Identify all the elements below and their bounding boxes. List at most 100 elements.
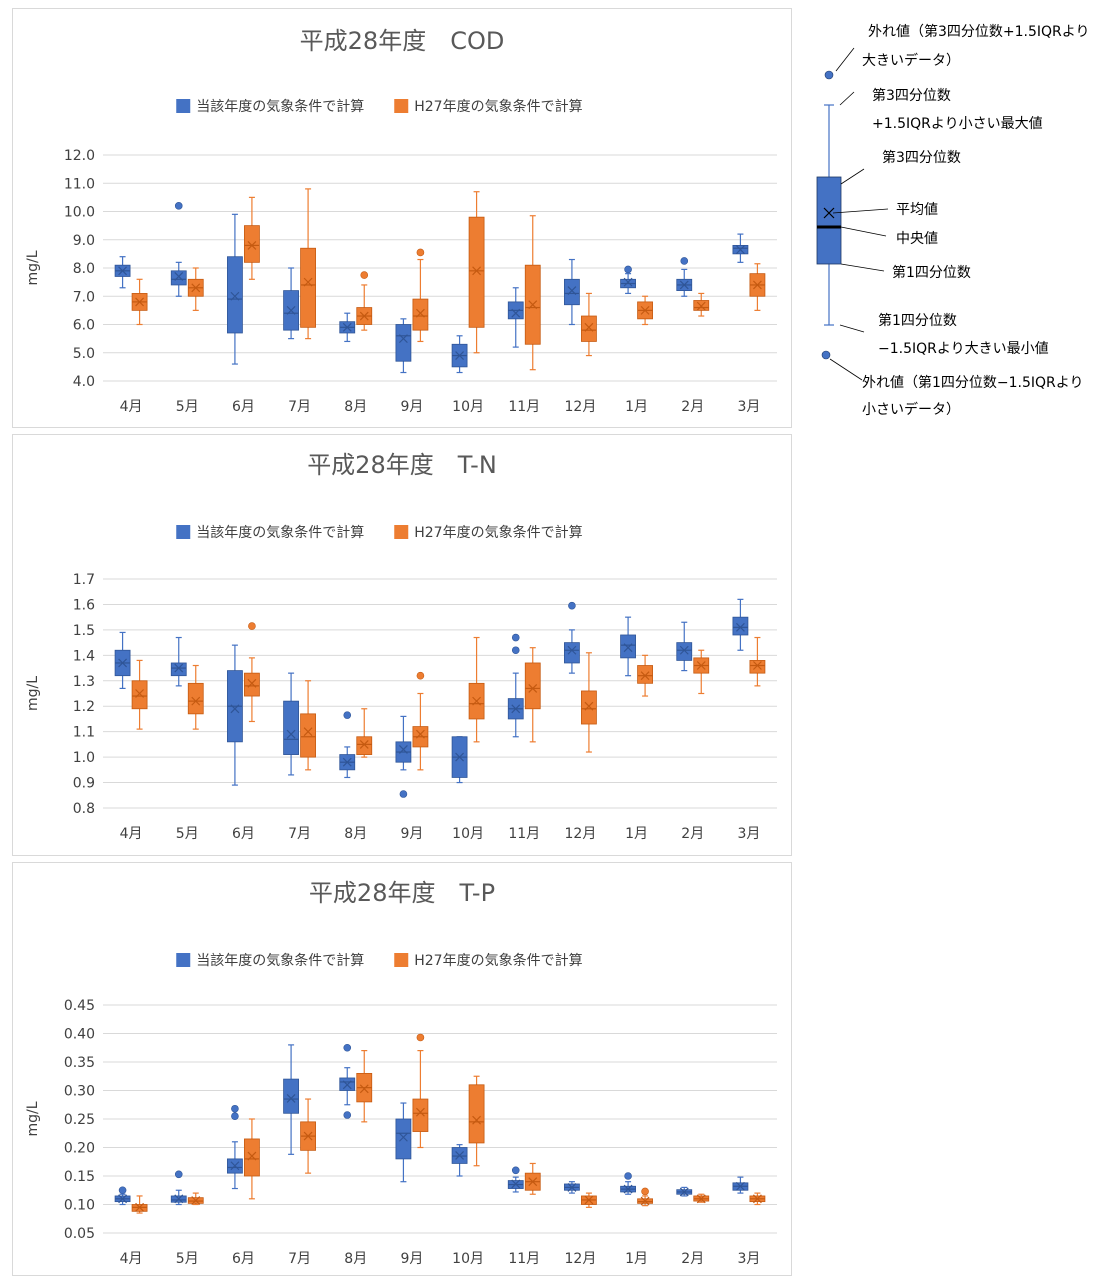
box-h27 bbox=[300, 680, 316, 771]
mean-marker bbox=[415, 1107, 425, 1117]
box-current bbox=[170, 636, 187, 687]
box-current bbox=[283, 672, 299, 776]
box-iqr bbox=[412, 1098, 429, 1132]
y-tick-label: 11.0 bbox=[64, 176, 95, 192]
box-current bbox=[339, 1043, 356, 1119]
outlier-point bbox=[343, 1111, 352, 1119]
mean-marker bbox=[174, 663, 184, 673]
x-tick-label: 1月 bbox=[625, 826, 648, 842]
box-h27 bbox=[693, 649, 710, 695]
x-tick-label: 5月 bbox=[176, 1251, 199, 1267]
y-tick-label: 1.5 bbox=[73, 623, 95, 639]
x-tick-label: 9月 bbox=[400, 1251, 423, 1267]
mean-marker bbox=[752, 661, 762, 670]
mean-marker bbox=[191, 1196, 201, 1205]
tp-chart-panel: 平成28年度 T-P 当該年度の気象条件で計算 H27年度の気象条件で計算 0.05 0… bbox=[12, 862, 792, 1276]
y-tick-label: 0.15 bbox=[64, 1169, 95, 1185]
leader-outlier-high bbox=[835, 47, 855, 72]
outlier-point bbox=[641, 1187, 649, 1196]
box-h27 bbox=[693, 1193, 710, 1204]
mean-marker bbox=[623, 643, 633, 653]
mean-marker bbox=[342, 1080, 352, 1090]
legend-swatch bbox=[176, 99, 191, 113]
y-tick-label: 1.6 bbox=[73, 597, 95, 613]
mean-marker bbox=[472, 696, 482, 706]
y-tick-label: 1.7 bbox=[73, 572, 95, 588]
box-h27 bbox=[300, 1098, 316, 1174]
x-tick-label: 8月 bbox=[344, 826, 367, 842]
box-h27 bbox=[749, 1192, 766, 1206]
x-tick-label: 1月 bbox=[625, 1251, 648, 1267]
x-tick-label: 6月 bbox=[232, 399, 255, 415]
mean-marker bbox=[584, 701, 594, 711]
y-tick-label: 0.30 bbox=[64, 1084, 95, 1100]
y-tick-label: 9.0 bbox=[73, 233, 95, 249]
mean-marker bbox=[303, 277, 313, 287]
mean-marker bbox=[247, 678, 257, 688]
box-iqr bbox=[395, 324, 412, 362]
box-current bbox=[227, 1104, 243, 1190]
x-tick-label: 12月 bbox=[565, 826, 597, 842]
box-h27 bbox=[244, 196, 260, 280]
outlier-point bbox=[416, 671, 425, 680]
y-axis-label: mg/L bbox=[25, 250, 41, 285]
x-tick-label: 4月 bbox=[120, 826, 143, 842]
mean-marker bbox=[247, 240, 257, 250]
box-current bbox=[114, 256, 131, 289]
mean-marker bbox=[679, 645, 689, 655]
box-iqr bbox=[620, 634, 636, 659]
y-tick-label: 4.0 bbox=[73, 374, 95, 390]
leader-q3 bbox=[840, 168, 865, 185]
box-iqr bbox=[170, 270, 187, 286]
legend-label: 当該年度の気象条件で計算 bbox=[196, 98, 364, 115]
mean-marker bbox=[398, 334, 408, 344]
mean-marker bbox=[511, 704, 521, 714]
legend-box bbox=[816, 176, 842, 265]
mean-marker bbox=[398, 1132, 408, 1142]
mean-marker bbox=[696, 1194, 706, 1204]
x-tick-label: 10月 bbox=[452, 399, 484, 415]
outlier-point bbox=[624, 265, 632, 274]
y-tick-label: 0.05 bbox=[64, 1226, 95, 1242]
box-iqr bbox=[187, 682, 204, 715]
y-tick-label: 5.0 bbox=[73, 346, 95, 362]
mean-marker bbox=[623, 277, 633, 287]
box-iqr bbox=[244, 225, 260, 263]
y-tick-label: 0.8 bbox=[73, 801, 95, 817]
mean-marker bbox=[118, 266, 128, 276]
mean-marker bbox=[735, 245, 745, 255]
box-h27 bbox=[637, 654, 653, 697]
mean-marker bbox=[567, 286, 577, 296]
y-tick-label: 0.10 bbox=[64, 1198, 95, 1214]
x-tick-label: 10月 bbox=[452, 826, 484, 842]
mean-marker bbox=[342, 757, 352, 767]
box-current bbox=[676, 1186, 693, 1197]
box-current bbox=[620, 1172, 636, 1195]
box-h27 bbox=[581, 292, 597, 357]
y-tick-label: 7.0 bbox=[73, 289, 95, 305]
label-outlier-low: 外れ値（第1四分位数−1.5IQRより bbox=[862, 374, 1084, 391]
x-tick-label: 4月 bbox=[120, 1251, 143, 1267]
mean-marker bbox=[455, 351, 465, 360]
mean-marker bbox=[191, 283, 201, 293]
x-tick-label: 1月 bbox=[625, 399, 648, 415]
mean-marker bbox=[511, 1179, 521, 1189]
x-tick-label: 12月 bbox=[565, 399, 597, 415]
legend-swatch bbox=[176, 525, 191, 539]
mean-marker bbox=[303, 1131, 313, 1141]
box-iqr bbox=[131, 680, 148, 710]
box-h27 bbox=[412, 248, 429, 343]
box-h27 bbox=[749, 263, 766, 311]
x-tick-label: 2月 bbox=[681, 1251, 704, 1267]
mean-marker bbox=[118, 658, 128, 668]
label-q1: 第1四分位数 bbox=[892, 264, 971, 281]
box-h27 bbox=[749, 636, 766, 687]
legend-mean-marker bbox=[823, 207, 835, 219]
mean-marker bbox=[679, 280, 689, 290]
box-h27 bbox=[693, 292, 710, 317]
tn-chart-panel: 平成28年度 T-N 当該年度の気象条件で計算 H27年度の気象条件で計算 0.8 0.… bbox=[12, 434, 792, 856]
x-tick-label: 5月 bbox=[176, 399, 199, 415]
box-current bbox=[451, 335, 468, 374]
box-current bbox=[451, 736, 468, 784]
